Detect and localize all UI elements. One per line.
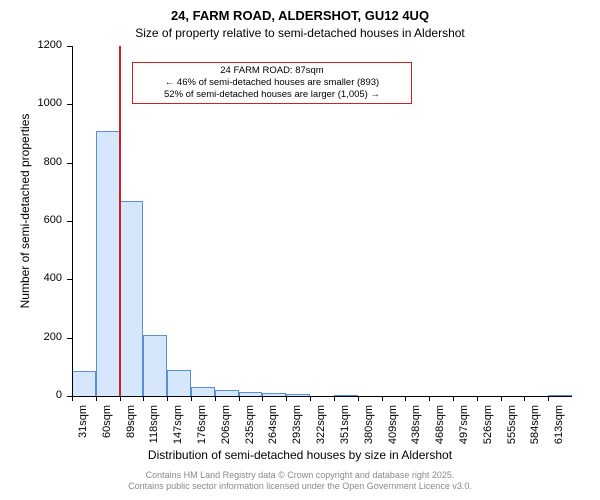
chart-subtitle: Size of property relative to semi-detach… [0, 26, 600, 40]
y-tick-label: 600 [12, 214, 62, 226]
histogram-bar [96, 131, 120, 396]
axis-spine [72, 396, 572, 397]
attribution-line2: Contains public sector information licen… [128, 481, 472, 491]
histogram-bar [72, 371, 96, 396]
reference-line [119, 46, 121, 396]
annotation-line2: ← 46% of semi-detached houses are smalle… [165, 77, 379, 88]
attribution-text: Contains HM Land Registry data © Crown c… [0, 470, 600, 493]
annotation-line1: 24 FARM ROAD: 87sqm [220, 65, 323, 76]
histogram-bar [167, 370, 191, 396]
y-tick-label: 200 [12, 331, 62, 343]
histogram-bar [120, 201, 144, 396]
y-tick-label: 400 [12, 272, 62, 284]
y-tick-label: 1200 [12, 39, 62, 51]
axis-spine [72, 46, 73, 396]
y-tick-label: 800 [12, 156, 62, 168]
annotation-line3: 52% of semi-detached houses are larger (… [164, 89, 380, 100]
histogram-bar [143, 335, 167, 396]
plot-area: 02004006008001000120031sqm60sqm89sqm118s… [72, 46, 572, 396]
annotation-box: 24 FARM ROAD: 87sqm← 46% of semi-detache… [132, 62, 412, 104]
y-tick-label: 0 [12, 389, 62, 401]
chart-title: 24, FARM ROAD, ALDERSHOT, GU12 4UQ [0, 8, 600, 23]
attribution-line1: Contains HM Land Registry data © Crown c… [146, 470, 455, 480]
chart-container: 24, FARM ROAD, ALDERSHOT, GU12 4UQ Size … [0, 0, 600, 500]
histogram-bar [191, 387, 215, 396]
y-tick-label: 1000 [12, 97, 62, 109]
x-axis-label: Distribution of semi-detached houses by … [0, 448, 600, 462]
y-axis-label: Number of semi-detached properties [18, 81, 32, 341]
